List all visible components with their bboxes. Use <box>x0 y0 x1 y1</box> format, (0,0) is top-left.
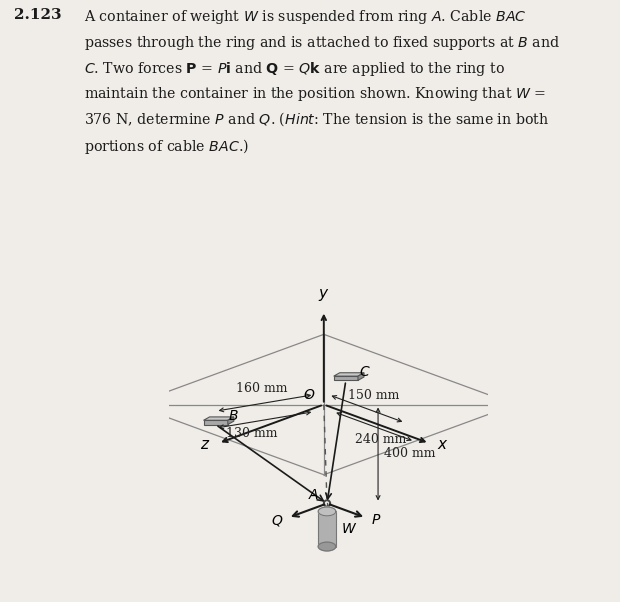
Text: 400 mm: 400 mm <box>384 447 435 461</box>
Text: $z$: $z$ <box>200 438 210 452</box>
Polygon shape <box>358 373 364 380</box>
Text: $x$: $x$ <box>437 438 449 452</box>
Polygon shape <box>228 417 234 424</box>
Text: 2.123: 2.123 <box>14 8 61 22</box>
Text: 240 mm: 240 mm <box>355 433 406 446</box>
Polygon shape <box>334 376 358 380</box>
Text: $O$: $O$ <box>303 388 316 402</box>
Text: 160 mm: 160 mm <box>236 382 288 395</box>
Text: 130 mm: 130 mm <box>226 427 278 440</box>
Text: $y$: $y$ <box>318 287 330 303</box>
Text: $Q$: $Q$ <box>271 513 283 528</box>
Polygon shape <box>318 507 336 516</box>
Text: $A$: $A$ <box>308 488 319 502</box>
Polygon shape <box>318 512 336 547</box>
Text: $P$: $P$ <box>371 514 381 527</box>
Text: 150 mm: 150 mm <box>348 389 399 402</box>
Polygon shape <box>203 417 234 420</box>
Polygon shape <box>203 420 228 424</box>
Polygon shape <box>334 373 364 376</box>
Text: A container of weight $W$ is suspended from ring $A$. Cable $BAC$
passes through: A container of weight $W$ is suspended f… <box>84 8 560 155</box>
Polygon shape <box>318 542 336 551</box>
Text: $C$: $C$ <box>358 365 370 379</box>
Text: $B$: $B$ <box>228 409 239 423</box>
Text: $W$: $W$ <box>340 522 356 536</box>
